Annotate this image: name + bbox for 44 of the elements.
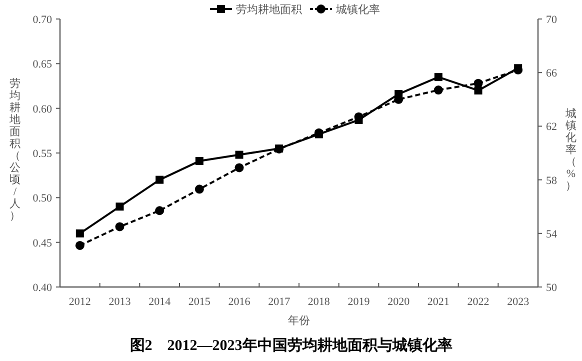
y2-tick-label: 50 [546,282,558,294]
point [434,73,442,82]
y-tick-label: 0.45 [32,237,52,250]
point [434,86,443,95]
point [474,86,482,94]
x-axis-title: 年份 [288,315,310,327]
y2-tick-label: 58 [546,174,558,187]
point [75,240,84,250]
point [76,229,84,238]
point [156,176,164,184]
x-tick-label: 2017 [268,296,291,308]
point [116,202,124,211]
y-tick-label: 0.70 [32,14,52,26]
x-tick-label: 2013 [108,296,132,308]
legend-label: 劳均耕地面积 [236,3,302,16]
point [235,150,244,159]
point [195,157,204,166]
y-tick-label: 0.65 [32,58,52,71]
x-tick-label: 2014 [148,296,172,308]
y2-tick-label: 54 [546,228,558,240]
y2-axis-title: 城镇化率（%） [564,107,576,192]
y-tick-label: 0.60 [32,103,52,116]
text: 劳均耕地面积（公顷/人） [10,78,20,222]
x-tick-label: 2021 [427,296,450,308]
legend-label: 城镇化率 [335,3,380,16]
y2-tick-label: 70 [546,14,558,26]
point [155,206,164,216]
x-tick-label: 2022 [467,296,490,308]
y-tick-label: 0.50 [32,192,52,205]
x-tick-label: 2023 [507,296,530,308]
point [234,163,244,172]
y2-tick-label: 66 [546,68,558,80]
x-tick-label: 2016 [228,296,251,308]
y2-tick-label: 62 [546,121,557,134]
point [115,222,124,232]
y-tick-label: 0.40 [32,282,52,294]
x-tick-label: 2015 [188,296,211,308]
x-tick-label: 2012 [68,296,91,308]
x-tick-label: 2018 [308,296,330,308]
point [194,184,204,194]
x-tick-label: 2019 [348,296,370,308]
x-tick-label: 2020 [388,296,410,308]
text: 图2 2012—2023年中国劳均耕地面积与城镇化率 [130,336,452,354]
y-tick-label: 0.55 [32,148,52,160]
